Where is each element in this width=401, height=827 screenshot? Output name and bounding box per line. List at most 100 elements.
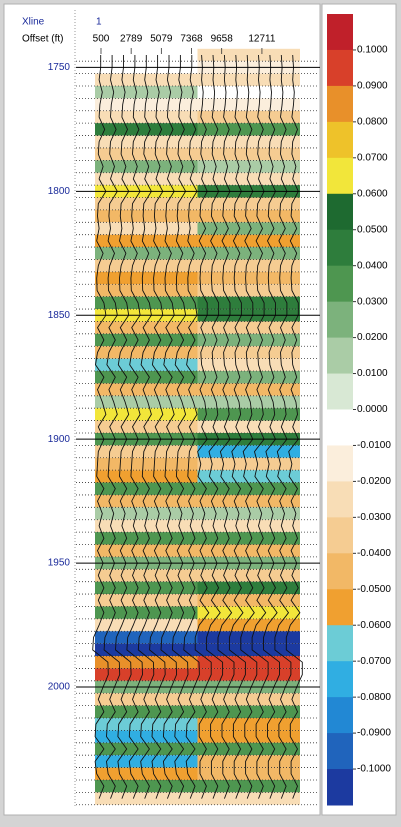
amplitude-cell [197, 507, 300, 520]
x-tick-label: 2789 [120, 34, 143, 45]
wiggle-trace [137, 55, 155, 799]
amplitude-cell [197, 631, 300, 644]
amplitude-cell [95, 73, 198, 86]
amplitude-cell [95, 494, 198, 508]
amplitude-cell [197, 371, 300, 384]
colorbar-swatch [327, 14, 353, 51]
amplitude-cell [95, 705, 198, 719]
amplitude-cell [95, 569, 198, 582]
amplitude-cell [95, 333, 198, 347]
amplitude-cell [95, 606, 198, 619]
amplitude-cell [197, 110, 300, 124]
amplitude-cell [95, 147, 198, 161]
wiggle-trace [194, 54, 212, 799]
amplitude-cell [197, 457, 300, 471]
colorbar-tick-label: -0.0400 [357, 548, 391, 559]
amplitude-cell [95, 482, 198, 495]
amplitude-cell [197, 259, 300, 272]
amplitude-cell [95, 247, 198, 260]
colorbar-swatch [327, 517, 353, 554]
amplitude-cell [95, 767, 198, 780]
wiggle-trace [171, 55, 189, 799]
amplitude-cell [95, 110, 198, 124]
amplitude-cell [95, 792, 198, 805]
wiggle-trace [285, 54, 303, 799]
amplitude-cell [197, 767, 300, 780]
colorbar-swatch [327, 49, 353, 87]
amplitude-cell [197, 519, 300, 533]
amplitude-cell [95, 470, 198, 483]
amplitude-cell [95, 742, 198, 756]
colorbar-swatch [327, 769, 353, 806]
xline-value: 1 [96, 17, 102, 28]
amplitude-cell [197, 222, 300, 235]
wiggle-trace [206, 54, 224, 799]
amplitude-cell [197, 358, 300, 372]
amplitude-cell [197, 321, 300, 334]
amplitude-cell [197, 594, 300, 607]
amplitude-cell [95, 457, 198, 471]
amplitude-cell [95, 209, 198, 223]
y-tick-label: 1800 [48, 186, 71, 197]
amplitude-cell [197, 73, 300, 86]
amplitude-cell [95, 507, 198, 520]
amplitude-cell [197, 656, 300, 669]
amplitude-cell [197, 333, 300, 347]
amplitude-cell [95, 160, 198, 173]
amplitude-cell [197, 247, 300, 260]
colorbar-swatch [327, 661, 353, 698]
colorbar-tick-label: 0.0400 [357, 260, 388, 271]
amplitude-cell [197, 160, 300, 173]
colorbar-tick-label: -0.0300 [357, 512, 391, 523]
amplitude-cell [197, 48, 300, 62]
amplitude-cell [197, 135, 300, 148]
amplitude-cell [197, 742, 300, 756]
amplitude-cell [95, 643, 198, 657]
amplitude-cell [95, 259, 198, 272]
colorbar-swatch [327, 85, 353, 123]
amplitude-cell [95, 693, 198, 706]
colorbar-tick-label: -0.0900 [357, 728, 391, 739]
wiggle-trace [92, 55, 109, 799]
amplitude-cell [197, 643, 300, 657]
amplitude-cell [95, 730, 198, 743]
y-tick-label: 1850 [48, 310, 71, 321]
y-tick-label: 2000 [48, 682, 71, 693]
colorbar-swatch [327, 553, 353, 590]
wiggle-trace [240, 54, 258, 799]
amplitude-cell [197, 420, 300, 433]
amplitude-cell [197, 172, 300, 186]
y-tick-label: 1950 [48, 558, 71, 569]
colorbar-swatch [327, 121, 353, 159]
colorbar-tick-label: 0.0700 [357, 152, 388, 163]
amplitude-cell [95, 532, 198, 545]
amplitude-cell [95, 222, 198, 235]
colorbar-tick-label: 0.1000 [357, 45, 388, 56]
amplitude-cell [95, 544, 198, 557]
wiggle-trace [126, 55, 143, 799]
colorbar-swatch [327, 373, 353, 410]
amplitude-cell [95, 296, 198, 310]
wiggle-trace [183, 55, 200, 799]
x-axis-label: Offset (ft) [22, 34, 64, 45]
amplitude-cell [197, 618, 300, 632]
amplitude-cell [95, 668, 198, 681]
amplitude-cell [197, 383, 300, 396]
wiggle-trace [274, 54, 292, 799]
colorbar-swatch [327, 625, 353, 662]
amplitude-cell [95, 420, 198, 433]
x-tick-label: 12711 [248, 34, 276, 45]
x-tick-label: 9658 [211, 34, 234, 45]
amplitude-cell [197, 705, 300, 719]
colorbar-swatch [327, 157, 353, 195]
amplitude-cell [95, 135, 198, 148]
amplitude-cell [95, 85, 198, 99]
colorbar-swatch [327, 229, 353, 267]
colorbar-tick-label: -0.0100 [357, 440, 391, 451]
wiggle-trace [263, 54, 280, 799]
wiggle-trace [103, 55, 121, 799]
colorbar-tick-label: -0.0600 [357, 620, 391, 631]
amplitude-cell [197, 494, 300, 508]
